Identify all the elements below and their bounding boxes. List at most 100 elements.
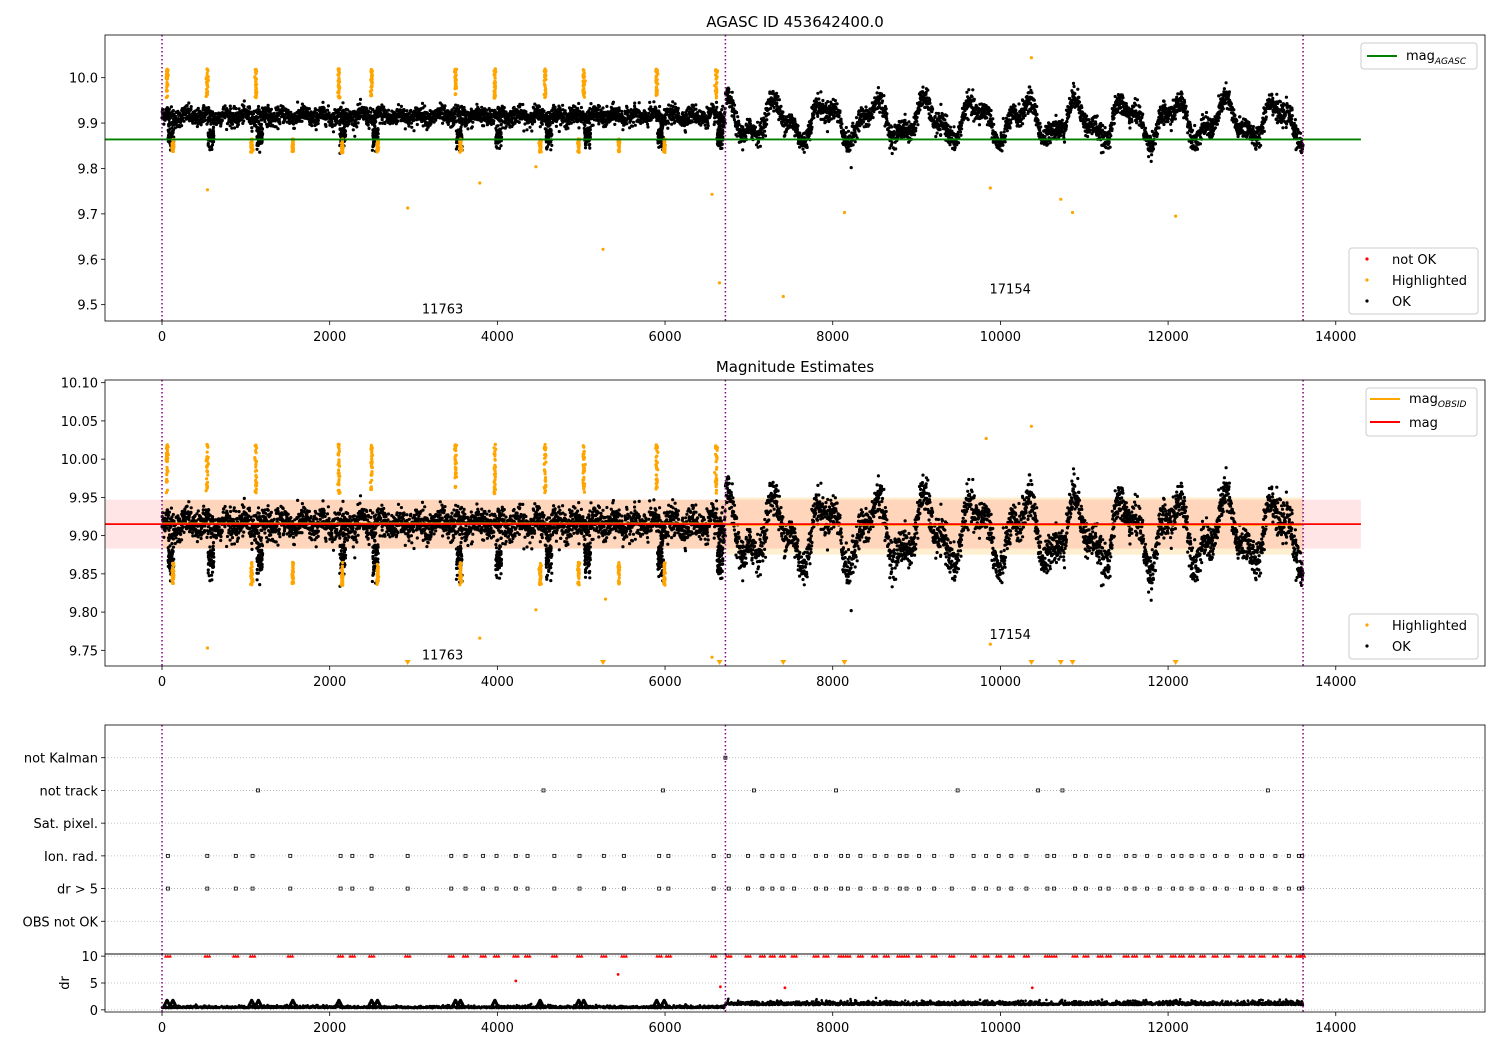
- ok-point: [712, 105, 716, 109]
- ok-point: [611, 100, 616, 104]
- ok-point: [676, 111, 681, 115]
- ok-point: [928, 101, 932, 105]
- ok-point: [817, 97, 821, 101]
- ok-point: [517, 120, 521, 124]
- ok-point: [601, 106, 605, 110]
- ok-point: [630, 124, 635, 128]
- ok-point: [223, 104, 227, 108]
- ok-point: [840, 122, 844, 126]
- ok-point: [1017, 102, 1021, 106]
- ok-point: [736, 115, 740, 119]
- ok-point: [648, 100, 652, 104]
- ok-point: [870, 113, 874, 117]
- ok-point: [854, 116, 859, 120]
- ok-point: [230, 126, 234, 130]
- ok-point: [812, 116, 816, 120]
- ok-point: [838, 109, 842, 113]
- ok-point: [953, 146, 957, 150]
- ok-point: [720, 108, 724, 112]
- ok-point: [1022, 111, 1026, 115]
- ok-point: [423, 104, 427, 108]
- ok-point: [756, 120, 760, 124]
- ok-point: [380, 118, 384, 122]
- ok-point: [324, 124, 328, 128]
- ok-point: [229, 107, 233, 111]
- ok-point: [566, 126, 570, 130]
- ok-point: [783, 133, 787, 137]
- ok-point: [977, 123, 982, 127]
- ok-point: [903, 112, 907, 116]
- ok-point: [407, 124, 411, 128]
- ok-point: [420, 101, 425, 105]
- ok-point: [169, 105, 173, 109]
- ok-point: [321, 100, 325, 104]
- ok-point: [1076, 87, 1080, 91]
- ok-point: [1008, 126, 1012, 130]
- ok-point: [989, 108, 993, 113]
- ok-point: [935, 131, 939, 135]
- ok-point: [952, 125, 956, 129]
- ok-point: [353, 134, 357, 138]
- ok-point: [1003, 140, 1007, 144]
- ok-point: [972, 97, 976, 101]
- ok-point: [861, 120, 866, 124]
- ok-point: [765, 122, 769, 126]
- ok-point: [1023, 113, 1027, 118]
- ok-point: [161, 107, 165, 112]
- ok-point: [203, 118, 207, 122]
- ok-point: [326, 104, 330, 108]
- ok-point: [572, 120, 576, 124]
- ok-point: [246, 109, 251, 113]
- ok-point: [613, 122, 617, 126]
- ok-point: [286, 108, 290, 112]
- ok-point: [939, 133, 943, 137]
- ok-point: [637, 101, 641, 105]
- ok-point: [844, 125, 848, 130]
- ok-point: [292, 126, 296, 130]
- ok-point: [174, 114, 178, 119]
- ok-point: [492, 119, 496, 123]
- ok-point: [967, 88, 971, 92]
- ok-point: [890, 125, 894, 129]
- ok-point: [853, 130, 857, 134]
- ok-point: [412, 129, 416, 133]
- ok-point: [885, 117, 889, 121]
- ok-point: [681, 111, 685, 115]
- ok-point: [589, 102, 593, 106]
- ok-point: [765, 118, 769, 122]
- ok-point: [936, 111, 941, 116]
- ok-point: [403, 127, 407, 131]
- ok-point: [1065, 119, 1069, 124]
- ok-point: [775, 91, 779, 95]
- ok-point: [1021, 122, 1025, 126]
- ok-point: [1036, 118, 1040, 122]
- ok-point: [341, 101, 345, 105]
- ok-point: [241, 121, 245, 125]
- ok-point: [351, 128, 355, 132]
- ok-point: [1062, 140, 1067, 144]
- ok-point: [989, 113, 993, 118]
- ok-point: [583, 123, 587, 127]
- ok-point: [207, 106, 211, 110]
- ok-point: [851, 121, 855, 125]
- ok-point: [970, 95, 974, 99]
- ok-point: [958, 130, 963, 134]
- ok-point: [871, 116, 875, 120]
- ok-point: [399, 104, 403, 108]
- ok-point: [991, 117, 995, 121]
- ok-point: [814, 108, 818, 112]
- ok-point: [715, 105, 719, 109]
- ok-point: [396, 103, 401, 107]
- ok-point: [878, 110, 882, 114]
- ok-point: [386, 108, 391, 112]
- ok-point: [714, 100, 719, 104]
- ok-point: [948, 125, 953, 129]
- ok-point: [880, 99, 885, 103]
- ok-point: [528, 125, 532, 129]
- ok-point: [214, 112, 218, 116]
- ok-point: [864, 105, 868, 109]
- ok-point: [291, 122, 296, 126]
- ok-point: [263, 108, 268, 112]
- ok-point: [237, 107, 241, 111]
- ok-point: [816, 114, 820, 118]
